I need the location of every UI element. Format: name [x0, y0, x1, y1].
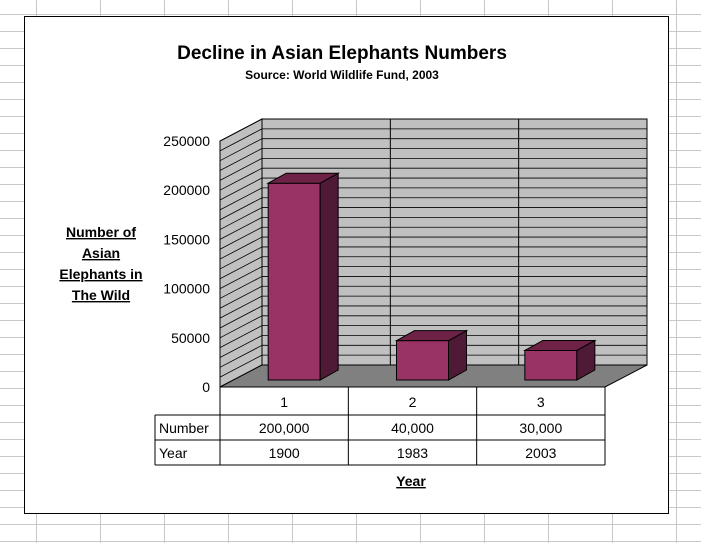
y-axis-title-line-2: Asian [82, 245, 120, 261]
table-row-label: Number [159, 420, 209, 436]
bar-front [396, 340, 449, 381]
side-gridline [219, 246, 263, 270]
side-gridline [219, 276, 263, 299]
side-gridline [219, 285, 263, 309]
chart-area: Decline in Asian Elephants Numbers Sourc… [24, 16, 669, 514]
y-tick-label: 200000 [163, 182, 210, 198]
table-cell: 40,000 [391, 420, 434, 436]
y-tick-label: 0 [202, 379, 210, 395]
table-cell: 200,000 [259, 420, 310, 436]
bar-side [319, 172, 339, 381]
chart-title: Decline in Asian Elephants Numbers [177, 43, 507, 64]
side-gridline [219, 325, 263, 348]
bar-2 [394, 329, 469, 381]
side-gridline [219, 266, 263, 289]
bar-top [394, 330, 469, 342]
side-gridline [219, 167, 263, 191]
y-tick-label: 50000 [171, 330, 210, 346]
y-tick-label: 100000 [163, 281, 210, 297]
bars [266, 172, 597, 381]
side-gridline [219, 335, 263, 358]
side-gridline [219, 138, 263, 162]
y-tick-label: 250000 [163, 133, 210, 149]
bar-1 [266, 172, 341, 381]
side-gridline [219, 226, 263, 250]
y-axis-title-line-3: Elephants in [59, 266, 142, 282]
side-gridline [219, 148, 263, 171]
side-gridline [219, 354, 263, 378]
side-gridline [219, 187, 263, 211]
bar-top [522, 339, 597, 351]
side-gridline [219, 118, 263, 142]
side-gridline [219, 217, 263, 240]
y-axis-title-line-1: Number of [66, 224, 136, 240]
y-axis-title-line-4: The Wild [72, 287, 130, 303]
x-tick-label: 3 [537, 394, 545, 410]
x-tick-label: 2 [409, 394, 417, 410]
chart-svg: Decline in Asian Elephants Numbers Sourc… [59, 43, 648, 489]
side-gridline [219, 344, 263, 368]
bar-top [266, 172, 341, 184]
side-gridline [219, 197, 263, 221]
table-cell: 2003 [525, 445, 556, 461]
side-gridline [219, 295, 263, 319]
side-gridline [219, 207, 263, 230]
side-gridline [219, 256, 263, 280]
bar-front [267, 182, 321, 381]
side-gridline [219, 315, 263, 339]
x-axis-title: Year [396, 473, 426, 489]
side-gridline [219, 158, 263, 181]
y-tick-labels: 0 50000 100000 150000 200000 250000 [163, 133, 210, 395]
side-gridline [219, 305, 263, 329]
side-gridline [219, 177, 263, 201]
table-cell: 30,000 [519, 420, 562, 436]
bar-front [524, 349, 578, 381]
table-row-label: Year [159, 445, 188, 461]
side-gridline [219, 128, 263, 152]
table-cell: 1983 [397, 445, 428, 461]
chart-subtitle: Source: World Wildlife Fund, 2003 [245, 68, 439, 82]
x-tick-label: 1 [280, 394, 288, 410]
side-gridline [219, 236, 263, 260]
data-table: 1 2 3 Number 200,000 40,000 30,000 Year 1900 1983… [154, 386, 606, 466]
table-cell: 1900 [269, 445, 300, 461]
y-axis-title: Number of Asian Elephants in The Wild [59, 224, 142, 303]
y-tick-label: 150000 [163, 231, 210, 247]
bar-3 [522, 339, 597, 381]
